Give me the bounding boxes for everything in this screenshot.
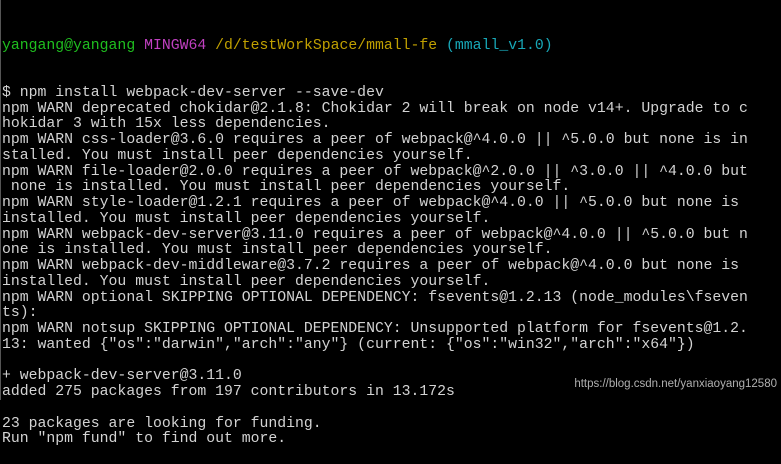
prompt-branch: (mmall_v1.0) bbox=[446, 37, 553, 54]
terminal-line: installed. You must install peer depende… bbox=[2, 273, 491, 290]
terminal-line: hokidar 3 with 15x less dependencies. bbox=[2, 116, 331, 133]
terminal-line: npm WARN notsup SKIPPING OPTIONAL DEPEND… bbox=[2, 321, 748, 337]
window-edge bbox=[0, 0, 1, 400]
terminal-line: npm WARN deprecated chokidar@2.1.8: Chok… bbox=[2, 100, 748, 117]
terminal-line: npm WARN css-loader@3.6.0 requires a pee… bbox=[2, 132, 748, 148]
terminal-line: npm WARN webpack-dev-middleware@3.7.2 re… bbox=[2, 258, 740, 274]
terminal-line bbox=[2, 354, 748, 370]
terminal-line: $ npm install webpack-dev-server --save-… bbox=[2, 84, 384, 101]
terminal-line: npm WARN style-loader@1.2.1 requires a p… bbox=[2, 195, 740, 211]
terminal-line: 13: wanted {"os":"darwin","arch":"any"} … bbox=[2, 336, 695, 353]
terminal-line: ts): bbox=[2, 305, 38, 322]
terminal-line: one is installed. You must install peer … bbox=[2, 242, 553, 259]
terminal-line: installed. You must install peer depende… bbox=[2, 210, 491, 227]
terminal-line: added 275 packages from 197 contributors… bbox=[2, 384, 455, 400]
terminal-line: stalled. You must install peer dependenc… bbox=[2, 147, 473, 164]
terminal-line: none is installed. You must install peer… bbox=[2, 179, 571, 196]
prompt-line: yangang@yangang MINGW64 /d/testWorkSpace… bbox=[2, 37, 748, 55]
watermark: https://blog.csdn.net/yanxiaoyang12580 bbox=[574, 378, 777, 390]
terminal-output[interactable]: yangang@yangang MINGW64 /d/testWorkSpace… bbox=[2, 7, 748, 464]
terminal-line: 23 packages are looking for funding. bbox=[2, 415, 322, 432]
terminal-line: Run "npm fund" to find out more. bbox=[2, 431, 287, 448]
prompt-path: /d/testWorkSpace/mmall-fe bbox=[215, 37, 438, 54]
terminal-line: + webpack-dev-server@3.11.0 bbox=[2, 368, 242, 385]
prompt-user: yangang@yangang bbox=[2, 37, 136, 54]
terminal-line: npm WARN webpack-dev-server@3.11.0 requi… bbox=[2, 226, 748, 243]
terminal-line: npm WARN file-loader@2.0.0 requires a pe… bbox=[2, 163, 748, 180]
prompt-system: MINGW64 bbox=[144, 37, 207, 54]
terminal-line: npm WARN optional SKIPPING OPTIONAL DEPE… bbox=[2, 289, 748, 306]
output-lines: $ npm install webpack-dev-server --save-… bbox=[2, 84, 748, 448]
terminal-line bbox=[2, 401, 748, 417]
